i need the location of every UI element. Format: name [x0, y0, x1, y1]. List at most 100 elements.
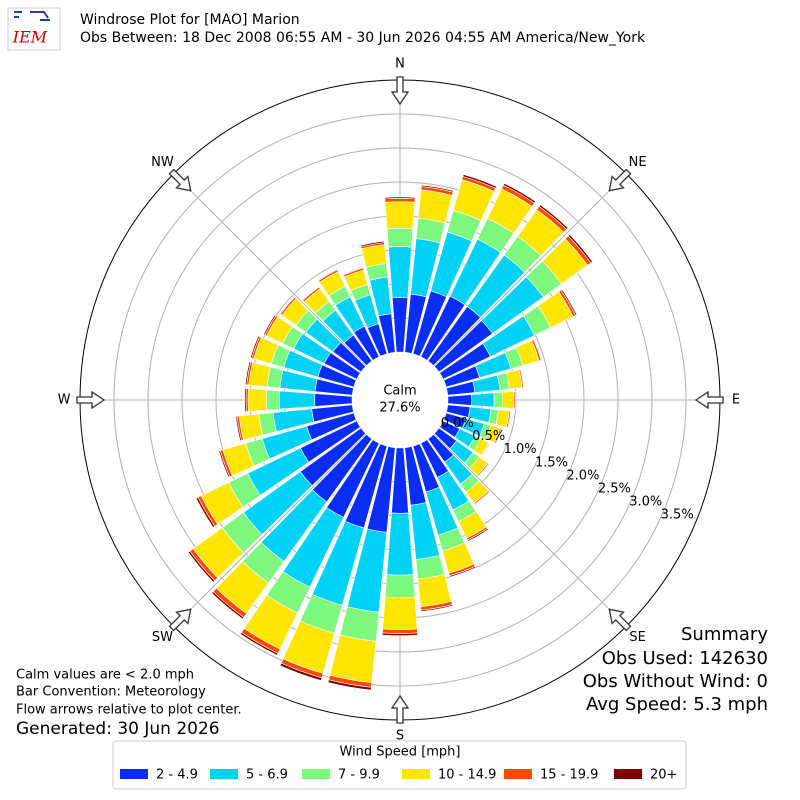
wind-bar-segment	[327, 679, 372, 691]
wind-bar-segment	[249, 335, 260, 359]
wind-bar-segment	[501, 391, 515, 409]
wind-bar-segment	[502, 182, 536, 204]
direction-label: W	[58, 393, 71, 408]
wind-bar-segment	[329, 634, 377, 683]
direction-label: S	[396, 729, 404, 744]
wind-bar-segment	[244, 388, 247, 412]
wind-bar-segment	[263, 314, 277, 336]
flow-arrow	[608, 608, 632, 632]
r-tick-label: 0.5%	[472, 429, 505, 444]
direction-label: NE	[629, 155, 647, 170]
wind-bar-segment	[235, 415, 242, 442]
wind-bar-segment	[386, 512, 414, 576]
wind-bar-segment	[560, 288, 578, 316]
flow-arrow-shape	[608, 168, 632, 192]
legend-label: 20+	[650, 768, 677, 783]
wind-bar-segment	[447, 394, 473, 406]
wind-bar-segment	[266, 389, 280, 411]
wind-bar-segment	[279, 662, 323, 681]
wind-bar-segment	[420, 604, 453, 612]
wind-bar-segment	[342, 267, 364, 276]
direction-label: N	[395, 57, 405, 72]
wind-bar-segment	[471, 392, 495, 408]
flow-arrow	[694, 390, 724, 410]
r-tick-label: 1.5%	[535, 455, 568, 470]
wind-bar-segment	[382, 628, 418, 634]
wind-bar-segment	[384, 198, 416, 203]
summary-title: Summary	[681, 624, 768, 645]
legend-swatch	[504, 769, 532, 779]
wind-bar-segment	[481, 442, 491, 457]
wind-bar-segment	[247, 388, 268, 412]
wind-bar-segment	[301, 286, 320, 301]
flow-arrow	[390, 76, 410, 106]
flow-arrow	[168, 608, 192, 632]
legend-swatch	[120, 769, 148, 779]
flow-arrow-shape	[390, 76, 410, 106]
legend-swatch	[210, 769, 238, 779]
flow-arrow-shape	[168, 168, 192, 192]
wind-bar-segment	[514, 390, 517, 410]
logo: IEM	[7, 7, 61, 51]
calm-value: 27.6%	[379, 401, 420, 416]
logo-text: IEM	[12, 28, 48, 47]
legend-swatch	[402, 769, 430, 779]
summary-line: Avg Speed: 5.3 mph	[586, 694, 768, 715]
legend: Wind Speed [mph] 2 - 4.9 5 - 6.9 7 - 9.9 10…	[112, 740, 687, 790]
wind-bar-segment	[507, 410, 512, 429]
wind-bar-segment	[314, 393, 353, 407]
wind-bar-segment	[477, 463, 490, 478]
r-tick-label: 3.5%	[661, 507, 694, 522]
note: Calm values are < 2.0 mph	[16, 668, 194, 683]
wind-bar-segment	[467, 527, 489, 542]
note: Flow arrows relative to plot center.	[16, 703, 242, 718]
wind-bar-segment	[474, 491, 491, 506]
r-tick-label: 1.0%	[504, 442, 537, 457]
direction-label: SW	[152, 630, 173, 645]
wind-bar-segment	[245, 361, 252, 386]
wind-bar-segment	[462, 174, 497, 189]
wind-bar-segment	[388, 246, 412, 299]
wind-bar-segment	[187, 550, 216, 583]
wind-bar-segment	[449, 566, 477, 578]
wind-bar-segment	[420, 184, 454, 193]
wind-bar-segment	[279, 296, 296, 315]
wind-bar-segment	[519, 368, 525, 388]
flow-arrow-shape	[76, 390, 106, 410]
wind-bar-segment	[384, 196, 416, 200]
wind-bar-segment	[417, 573, 452, 608]
direction-label: NW	[151, 155, 174, 170]
direction-label: E	[732, 393, 740, 408]
legend-swatch	[302, 769, 330, 779]
wind-bar-segment	[239, 631, 279, 656]
r-tick-label: 0.0%	[441, 416, 474, 431]
wind-bar-segment	[218, 450, 231, 478]
chart-subtitle: Obs Between: 18 Dec 2008 06:55 AM - 30 J…	[80, 30, 646, 46]
wind-bar-segment	[382, 596, 418, 630]
logo-box	[7, 7, 61, 51]
grid-ring	[147, 147, 653, 653]
wind-bar-segment	[382, 632, 418, 636]
wind-bar-segment	[495, 428, 503, 444]
flow-arrow	[390, 694, 410, 724]
polar-plot: Calm 27.6% 0.0%0.5%1.0%1.5%2.0%2.5%3.0%3.5…	[58, 57, 741, 744]
legend-box	[112, 740, 687, 790]
legend-swatch	[614, 769, 642, 779]
legend-label: 15 - 19.9	[540, 768, 598, 783]
flow-arrow	[76, 390, 106, 410]
legend-label: 5 - 6.9	[246, 768, 288, 783]
flow-arrow-shape	[608, 608, 632, 632]
wind-bar-segment	[278, 390, 316, 410]
legend-title: Wind Speed [mph]	[340, 745, 461, 760]
flow-arrow-shape	[694, 390, 724, 410]
chart-title: Windrose Plot for [MAO] Marion	[80, 12, 300, 28]
calm-label: Calm	[383, 384, 416, 399]
flow-arrow-shape	[168, 608, 192, 632]
wind-bar-segment	[360, 240, 385, 248]
legend-label: 10 - 14.9	[438, 768, 496, 783]
legend-label: 2 - 4.9	[156, 768, 198, 783]
flow-arrow	[608, 168, 632, 192]
note: Bar Convention: Meteorology	[16, 685, 206, 700]
wind-bar-segment	[567, 234, 593, 264]
